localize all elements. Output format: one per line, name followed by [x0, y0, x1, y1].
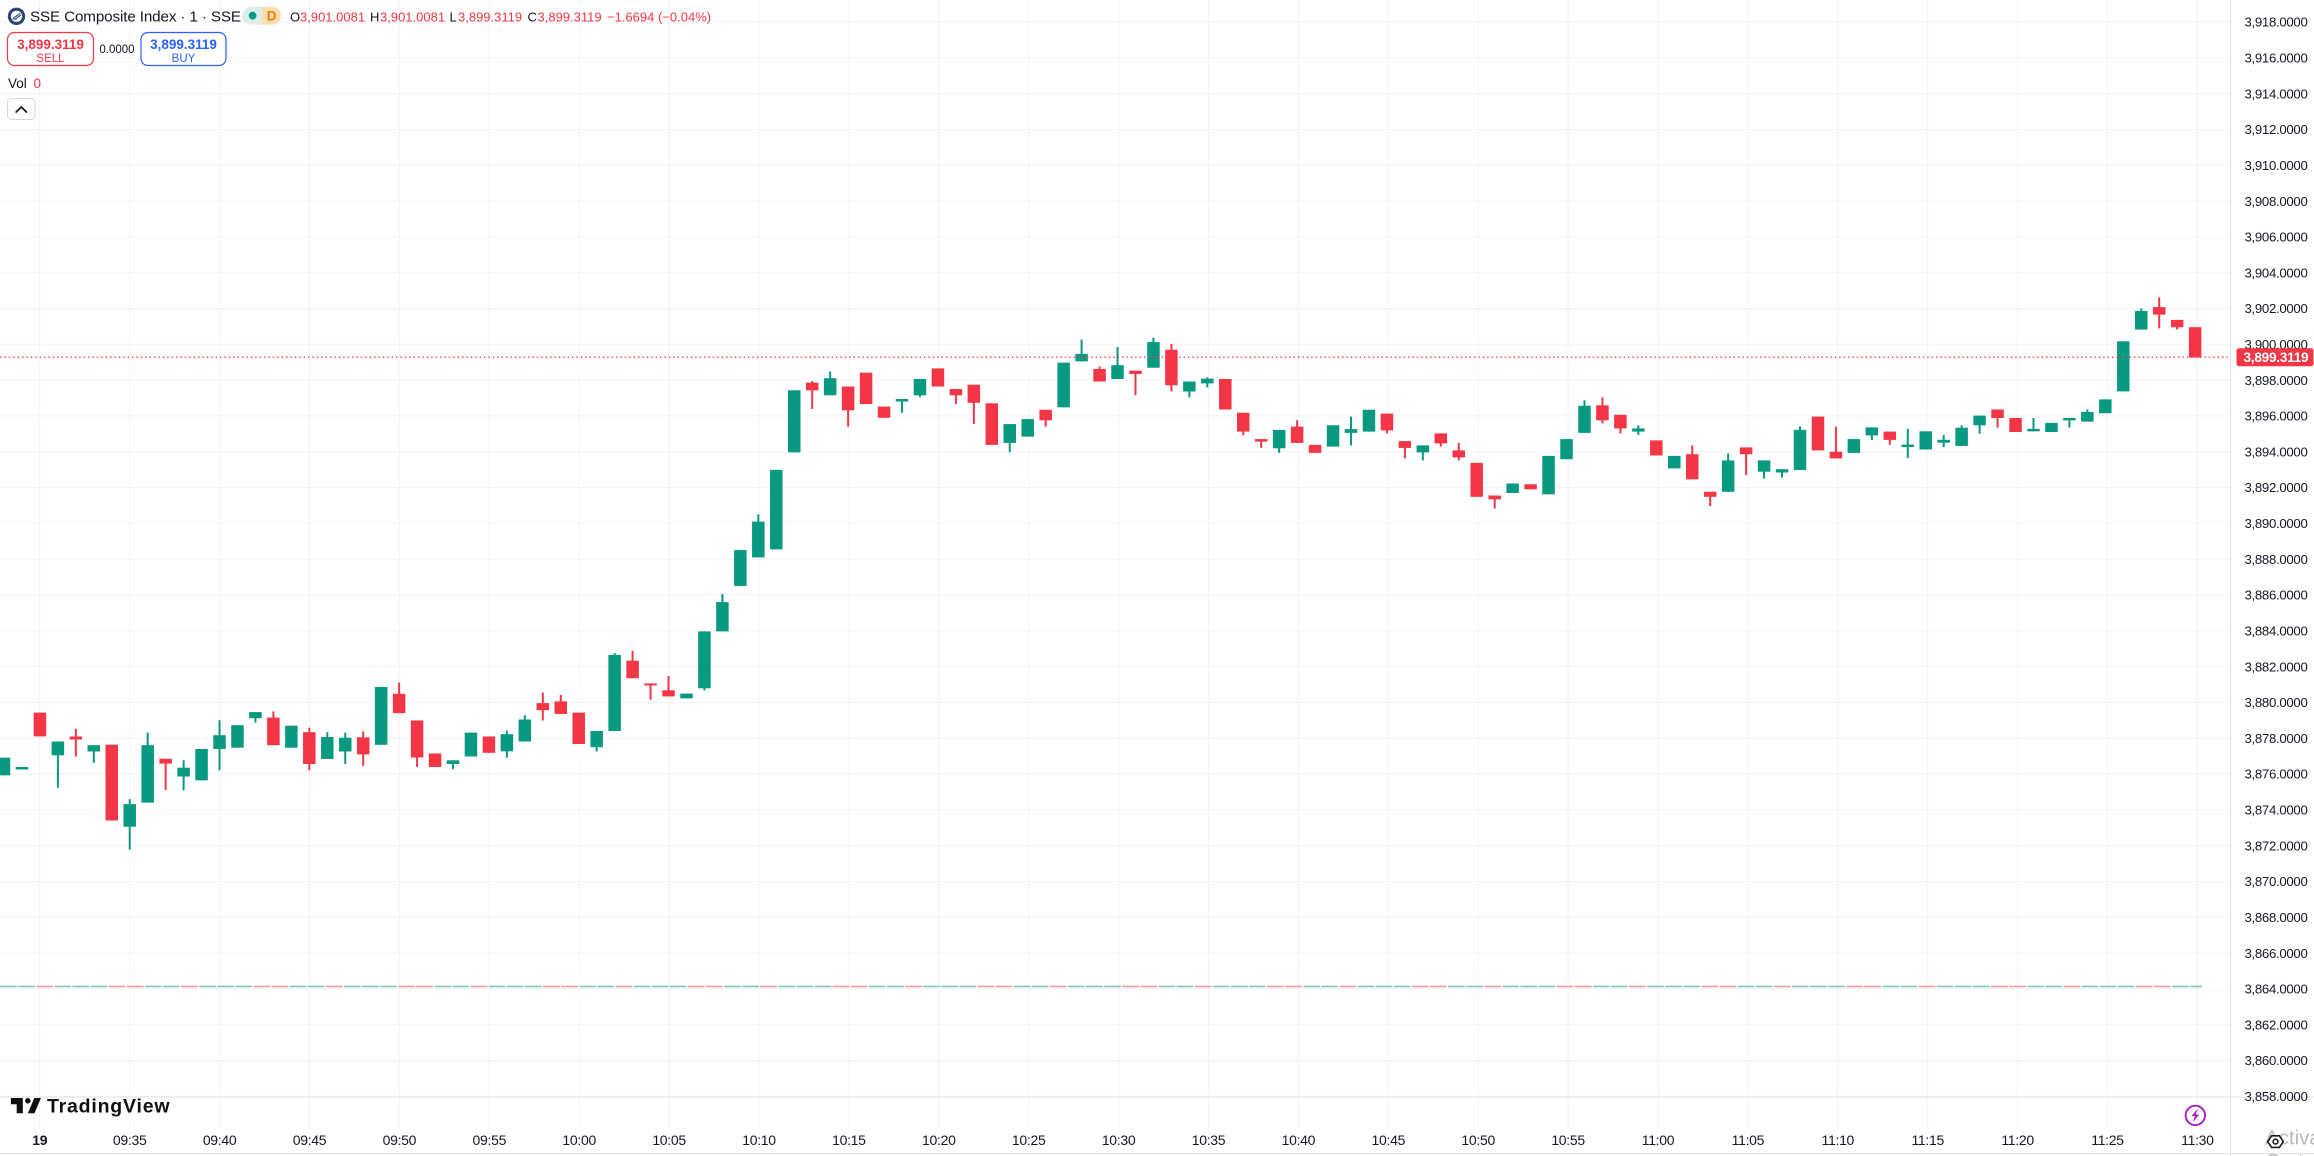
svg-text:10:25: 10:25 — [1012, 1132, 1046, 1148]
svg-text:Vol: Vol — [8, 76, 27, 91]
svg-text:09:45: 09:45 — [293, 1132, 327, 1148]
svg-text:L: L — [450, 9, 457, 24]
svg-text:11:20: 11:20 — [2001, 1132, 2034, 1148]
svg-text:3,886.0000: 3,886.0000 — [2245, 588, 2308, 603]
svg-text:3,884.0000: 3,884.0000 — [2245, 624, 2308, 639]
svg-text:09:50: 09:50 — [383, 1132, 417, 1148]
svg-text:3,862.0000: 3,862.0000 — [2245, 1017, 2308, 1032]
svg-text:BUY: BUY — [172, 53, 196, 65]
svg-text:3,872.0000: 3,872.0000 — [2245, 838, 2308, 853]
svg-text:3,898.0000: 3,898.0000 — [2245, 373, 2308, 388]
svg-text:10:55: 10:55 — [1551, 1132, 1585, 1148]
svg-text:3,901.0081: 3,901.0081 — [300, 9, 365, 24]
svg-text:3,918.0000: 3,918.0000 — [2245, 15, 2308, 30]
svg-text:19: 19 — [32, 1132, 47, 1148]
svg-text:3,899.3119: 3,899.3119 — [17, 37, 84, 52]
svg-text:H: H — [370, 9, 379, 24]
svg-text:3,892.0000: 3,892.0000 — [2245, 480, 2308, 495]
svg-text:10:35: 10:35 — [1192, 1132, 1226, 1148]
svg-text:0: 0 — [34, 76, 42, 91]
svg-text:3,870.0000: 3,870.0000 — [2245, 874, 2308, 889]
svg-text:−1.6694 (−0.04%): −1.6694 (−0.04%) — [607, 9, 711, 24]
svg-text:3,878.0000: 3,878.0000 — [2245, 731, 2308, 746]
svg-text:11:15: 11:15 — [1911, 1132, 1944, 1148]
svg-text:3,868.0000: 3,868.0000 — [2245, 910, 2308, 925]
svg-text:3,890.0000: 3,890.0000 — [2245, 516, 2308, 531]
svg-text:3,916.0000: 3,916.0000 — [2245, 51, 2308, 66]
svg-text:3,880.0000: 3,880.0000 — [2245, 695, 2308, 710]
svg-text:O: O — [290, 9, 300, 24]
svg-text:3,912.0000: 3,912.0000 — [2245, 122, 2308, 137]
svg-text:3,876.0000: 3,876.0000 — [2245, 767, 2308, 782]
svg-text:10:30: 10:30 — [1102, 1132, 1136, 1148]
svg-text:11:25: 11:25 — [2091, 1132, 2124, 1148]
svg-text:3,908.0000: 3,908.0000 — [2245, 194, 2308, 209]
svg-text:3,906.0000: 3,906.0000 — [2245, 230, 2308, 245]
svg-text:3,899.3119: 3,899.3119 — [538, 9, 602, 24]
svg-text:3,910.0000: 3,910.0000 — [2245, 158, 2308, 173]
svg-text:10:20: 10:20 — [922, 1132, 956, 1148]
svg-text:C: C — [528, 9, 537, 24]
svg-text:3,858.0000: 3,858.0000 — [2245, 1089, 2308, 1104]
svg-text:09:40: 09:40 — [203, 1132, 237, 1148]
svg-text:3,899.3119: 3,899.3119 — [2244, 350, 2309, 365]
svg-text:3,874.0000: 3,874.0000 — [2245, 803, 2308, 818]
svg-text:10:15: 10:15 — [832, 1132, 866, 1148]
svg-text:10:10: 10:10 — [742, 1132, 776, 1148]
svg-text:3,904.0000: 3,904.0000 — [2245, 265, 2308, 280]
svg-text:11:05: 11:05 — [1732, 1132, 1765, 1148]
svg-text:3,866.0000: 3,866.0000 — [2245, 946, 2308, 961]
svg-text:3,899.3119: 3,899.3119 — [458, 9, 522, 24]
svg-text:Go to Sett: Go to Sett — [2265, 1150, 2314, 1156]
svg-text:3,902.0000: 3,902.0000 — [2245, 301, 2308, 316]
svg-text:TradingView: TradingView — [47, 1096, 170, 1118]
svg-text:3,894.0000: 3,894.0000 — [2245, 444, 2308, 459]
svg-text:3,901.0081: 3,901.0081 — [380, 9, 445, 24]
svg-text:11:00: 11:00 — [1642, 1132, 1675, 1148]
svg-text:SELL: SELL — [36, 53, 65, 65]
svg-text:10:50: 10:50 — [1461, 1132, 1495, 1148]
svg-text:10:05: 10:05 — [652, 1132, 686, 1148]
svg-text:SSE Composite Index · 1 · SSE: SSE Composite Index · 1 · SSE — [30, 9, 241, 26]
svg-text:3,888.0000: 3,888.0000 — [2245, 552, 2308, 567]
svg-text:11:10: 11:10 — [1822, 1132, 1855, 1148]
svg-text:3,860.0000: 3,860.0000 — [2245, 1053, 2308, 1068]
svg-text:D: D — [267, 9, 277, 24]
svg-text:10:45: 10:45 — [1372, 1132, 1406, 1148]
svg-text:3,864.0000: 3,864.0000 — [2245, 982, 2308, 997]
svg-text:09:55: 09:55 — [473, 1132, 507, 1148]
svg-text:0.0000: 0.0000 — [99, 44, 134, 56]
svg-text:3,882.0000: 3,882.0000 — [2245, 659, 2308, 674]
svg-text:3,899.3119: 3,899.3119 — [150, 37, 217, 52]
svg-text:3,896.0000: 3,896.0000 — [2245, 409, 2308, 424]
svg-text:10:40: 10:40 — [1282, 1132, 1316, 1148]
svg-text:09:35: 09:35 — [113, 1132, 147, 1148]
svg-text:11:30: 11:30 — [2181, 1132, 2214, 1148]
svg-text:10:00: 10:00 — [562, 1132, 596, 1148]
svg-text:3,914.0000: 3,914.0000 — [2245, 86, 2308, 101]
